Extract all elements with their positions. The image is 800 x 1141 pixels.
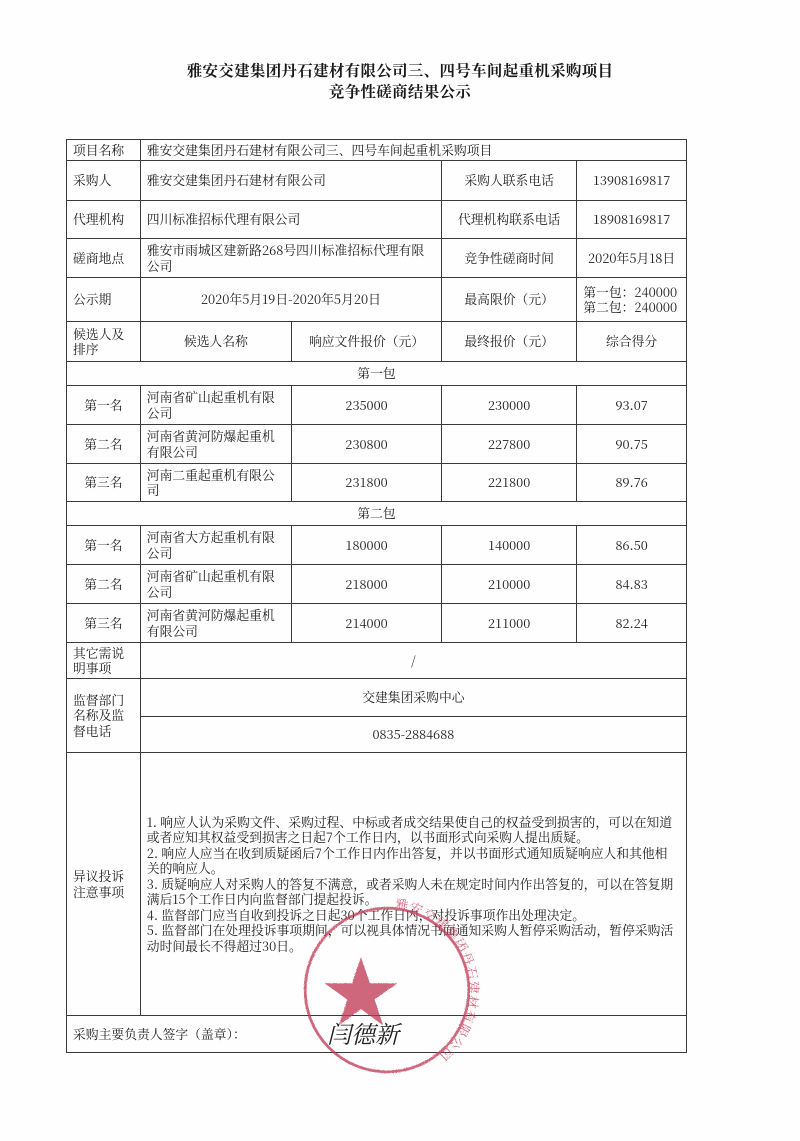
- svg-text:闫德新: 闫德新: [327, 1017, 403, 1050]
